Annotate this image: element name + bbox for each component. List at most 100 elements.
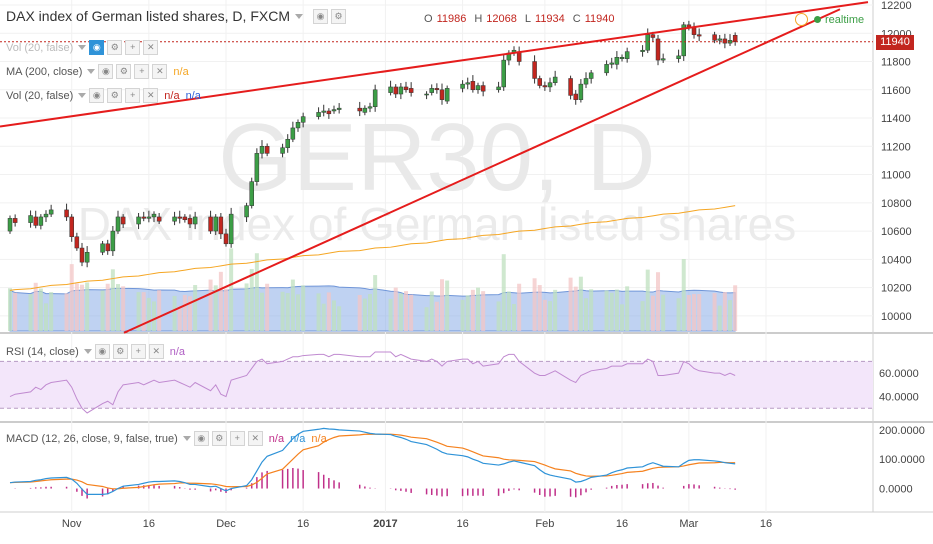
candle-body (336, 107, 342, 110)
candle-body (223, 233, 229, 245)
candle-body (115, 216, 121, 232)
close-icon[interactable]: ✕ (152, 64, 168, 79)
candle-body (326, 110, 332, 115)
volume-bar (260, 292, 265, 331)
close-icon[interactable]: ✕ (143, 40, 159, 55)
volume-bar (265, 283, 270, 331)
settings-icon[interactable]: ⚙ (211, 431, 227, 446)
settings-icon[interactable]: ⚙ (112, 344, 128, 359)
volume-bar (49, 292, 54, 331)
volume-bar (85, 282, 90, 331)
eye-icon[interactable]: ◉ (89, 40, 105, 55)
chevron-down-icon[interactable] (295, 13, 303, 19)
candle-body (583, 78, 589, 85)
x-tick-label: Feb (535, 518, 554, 530)
settings-icon[interactable]: ⚙ (116, 64, 132, 79)
volume-bar (404, 291, 409, 331)
volume-bar (625, 286, 630, 331)
close-icon[interactable]: ✕ (247, 431, 263, 446)
add-icon[interactable]: + (134, 64, 150, 79)
add-icon[interactable]: + (125, 88, 141, 103)
watermark-description: DAX index of German listed shares (78, 198, 796, 250)
volume-bar (157, 290, 162, 331)
volume-bar (100, 290, 105, 331)
rsi-label[interactable]: RSI (14, close) (6, 345, 79, 358)
settings-icon[interactable]: ⚙ (331, 8, 346, 24)
eye-icon[interactable]: ◉ (98, 64, 114, 79)
volume-bar (74, 283, 79, 331)
candle-body (321, 110, 326, 113)
realtime-indicator[interactable]: realtime (795, 13, 864, 26)
add-icon[interactable]: + (130, 344, 146, 359)
candle-body (588, 72, 594, 79)
volume-bar (362, 298, 367, 331)
volume-bar (676, 298, 681, 331)
volume-bar (285, 293, 290, 331)
settings-icon[interactable]: ⚙ (107, 40, 123, 55)
eye-icon[interactable]: ◉ (94, 344, 110, 359)
candle-body (208, 216, 213, 232)
volume-bar (573, 286, 578, 331)
candle-body (717, 38, 722, 41)
chart-title[interactable]: DAX index of German listed shares, D, FX… (6, 8, 290, 24)
volume-bar (604, 290, 609, 331)
trendlines[interactable] (0, 1, 869, 334)
volume-bar (481, 291, 486, 331)
volume-bar (332, 300, 337, 331)
vol-value-1: n/a (164, 89, 180, 102)
volume-bar (244, 283, 249, 331)
volume-bar (337, 306, 342, 331)
price-tick-label: 12200 (881, 0, 912, 12)
candle-body (43, 213, 49, 218)
volume-bar (64, 293, 69, 331)
chevron-down-icon[interactable] (78, 45, 87, 50)
ohlc-close: 11940 (584, 13, 615, 25)
chevron-down-icon[interactable] (83, 349, 92, 354)
candle-body (501, 59, 506, 88)
volume-bar (440, 279, 445, 331)
add-icon[interactable]: + (125, 40, 141, 55)
candle-body (640, 49, 645, 52)
candle-body (285, 138, 290, 148)
volume-bar (712, 293, 717, 331)
candle-body (645, 34, 650, 51)
volume-bar (110, 269, 115, 331)
macd-label[interactable]: MACD (12, 26, close, 9, false, true) (6, 432, 178, 445)
volume-bar (429, 291, 434, 331)
candle-body (218, 216, 224, 235)
vol-top-legend: Vol (20, false) ◉ ⚙ + ✕ (6, 40, 159, 55)
eye-icon[interactable]: ◉ (313, 8, 328, 24)
close-icon[interactable]: ✕ (148, 344, 164, 359)
volume-bar (614, 289, 619, 331)
volume-bar (548, 301, 553, 331)
candle-body (552, 76, 558, 83)
settings-icon[interactable]: ⚙ (107, 88, 123, 103)
vol-top-label[interactable]: Vol (20, false) (6, 41, 74, 54)
candle-body (732, 34, 738, 42)
x-tick-label: 16 (143, 518, 155, 530)
chevron-down-icon[interactable] (87, 69, 96, 74)
candle-body (84, 252, 90, 263)
eye-icon[interactable]: ◉ (193, 431, 209, 446)
volume-bar (424, 307, 429, 331)
vol-label[interactable]: Vol (20, false) (6, 89, 74, 102)
volume-bar (640, 301, 645, 331)
volume-bar (296, 294, 301, 331)
volume-bar (506, 291, 511, 331)
volume-bar (501, 254, 506, 331)
last-price-label: 11940 (880, 36, 910, 48)
candle-body (362, 107, 368, 113)
chevron-down-icon[interactable] (182, 436, 191, 441)
price-tick-label: 10800 (881, 198, 912, 210)
chevron-down-icon[interactable] (78, 93, 87, 98)
volume-bar (254, 253, 259, 331)
candle-body (331, 109, 337, 112)
ma-label[interactable]: MA (200, close) (6, 65, 83, 78)
candle-body (187, 218, 193, 225)
candle-body (74, 236, 80, 249)
eye-icon[interactable]: ◉ (89, 88, 105, 103)
close-icon[interactable]: ✕ (143, 88, 159, 103)
add-icon[interactable]: + (229, 431, 245, 446)
volume-bar (553, 289, 558, 331)
